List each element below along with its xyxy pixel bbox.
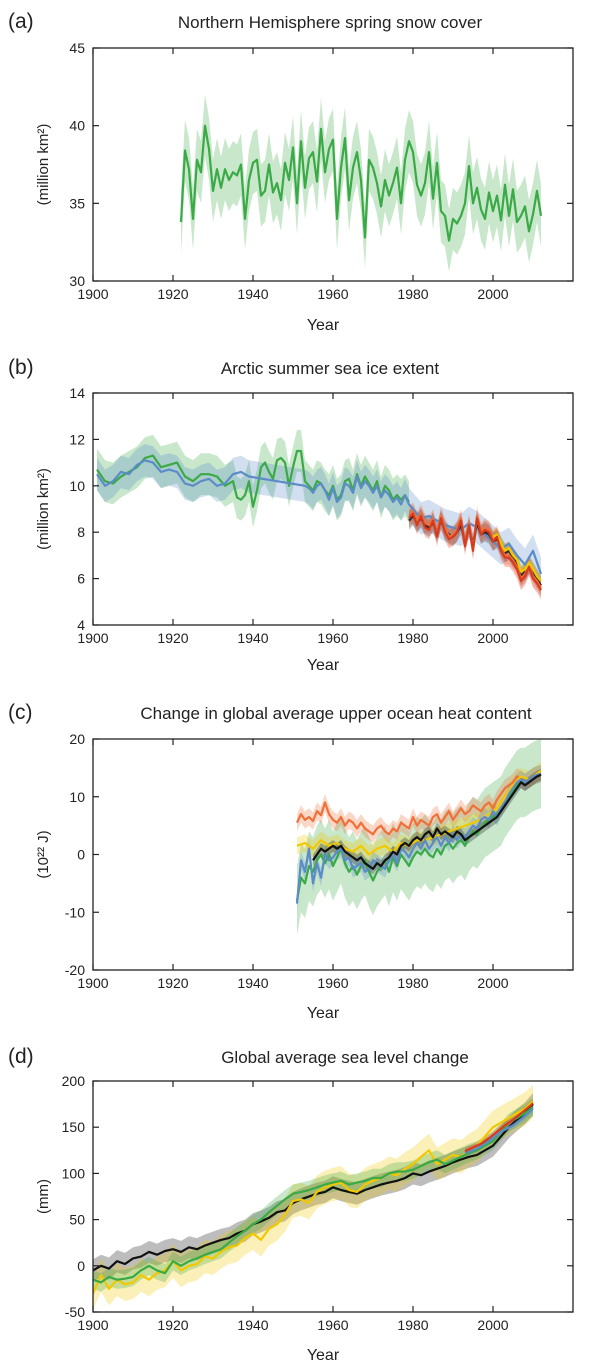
x-axis-label: Year	[307, 1005, 340, 1022]
series-0-line	[179, 124, 543, 242]
series-0-line	[96, 449, 410, 508]
chart-title: Northern Hemisphere spring snow cover	[178, 13, 483, 32]
y-tick-label: 20	[69, 731, 85, 747]
panel-label: (d)	[8, 1045, 34, 1068]
y-tick-label: 6	[77, 571, 85, 587]
x-tick-label: 2000	[477, 286, 508, 302]
series-0-uncertainty-band	[93, 1093, 533, 1282]
chart-title: Arctic summer sea ice extent	[221, 359, 440, 378]
y-tick-label: 0	[77, 847, 85, 863]
panel-b: (b) Arctic summer sea ice extent 1900 1920 1…	[8, 356, 574, 674]
y-tick-label: 12	[69, 431, 85, 447]
panel-label: (a)	[8, 10, 34, 33]
x-tick-label: 1920	[157, 286, 188, 302]
series-1-line	[296, 772, 542, 836]
y-tick-label: 200	[62, 1073, 86, 1089]
y-tick-label: 10	[69, 478, 85, 494]
x-tick-label: 1980	[397, 975, 428, 991]
y-tick-label: 8	[77, 524, 85, 540]
x-tick-label: 1900	[77, 975, 108, 991]
y-axis-label: (million km²)	[35, 468, 52, 550]
y-axis-label: (million km²)	[35, 124, 52, 206]
x-axis-label: Year	[307, 317, 340, 334]
x-tick-label: 1900	[77, 630, 108, 646]
series-2-line	[93, 1106, 534, 1284]
panel-d: (d) Global average sea level change 1900 19…	[8, 1045, 574, 1364]
y-tick-label: 35	[69, 195, 85, 211]
series-0-uncertainty-band	[297, 739, 541, 936]
x-tick-label: 1900	[77, 1317, 108, 1333]
y-tick-label: -50	[65, 1304, 85, 1320]
x-tick-label: 1940	[237, 1317, 268, 1333]
y-tick-label: 4	[77, 617, 85, 633]
x-tick-label: 2000	[477, 630, 508, 646]
panel-label: (c)	[8, 701, 33, 724]
y-tick-label: 14	[69, 385, 85, 401]
y-tick-label: 30	[69, 273, 85, 289]
series-4-uncertainty-band	[313, 769, 541, 875]
x-tick-label: 2000	[477, 1317, 508, 1333]
plot-area	[96, 430, 543, 600]
series-0-uncertainty-band	[97, 430, 409, 528]
y-tick-label: 150	[62, 1119, 86, 1135]
series-2-uncertainty-band	[409, 506, 541, 595]
y-axis-label: (mm)	[35, 1179, 52, 1214]
series-5-line	[408, 512, 542, 591]
y-tick-label: 0	[77, 1258, 85, 1274]
plot-area	[295, 739, 542, 936]
x-axis-label: Year	[307, 657, 340, 674]
panel-c: (c) Change in global average upper ocean …	[8, 701, 574, 1022]
x-tick-label: 1980	[397, 1317, 428, 1333]
plot-area	[179, 94, 543, 272]
series-1-uncertainty-band	[97, 444, 541, 591]
x-tick-label: 1920	[157, 1317, 188, 1333]
panel-a: (a) Northern Hemisphere spring snow cover…	[8, 10, 574, 334]
x-tick-label: 1960	[317, 630, 348, 646]
x-tick-label: 1940	[237, 286, 268, 302]
series-3-line	[295, 772, 542, 904]
panel-label: (b)	[8, 356, 34, 379]
series-4-line	[464, 1102, 534, 1153]
chart-title: Change in global average upper ocean hea…	[140, 704, 532, 723]
plot-frame	[92, 392, 574, 626]
x-axis-label: Year	[307, 1347, 340, 1364]
series-4-line	[492, 533, 542, 582]
series-5-uncertainty-band	[409, 504, 541, 600]
chart-title: Global average sea level change	[221, 1048, 469, 1067]
y-tick-label: -10	[65, 904, 85, 920]
x-tick-label: 2000	[477, 975, 508, 991]
y-tick-label: 100	[62, 1165, 86, 1181]
x-tick-label: 1960	[317, 975, 348, 991]
x-tick-label: 1940	[237, 630, 268, 646]
x-tick-label: 1960	[317, 286, 348, 302]
series-3-line	[464, 1107, 534, 1155]
y-tick-label: 40	[69, 118, 85, 134]
x-tick-label: 1940	[237, 975, 268, 991]
y-tick-label: 50	[69, 1212, 85, 1228]
x-tick-label: 1900	[77, 286, 108, 302]
series-3-uncertainty-band	[409, 502, 541, 598]
x-tick-label: 1920	[157, 630, 188, 646]
x-tick-label: 1920	[157, 975, 188, 991]
x-tick-label: 1980	[397, 630, 428, 646]
y-tick-label: 10	[69, 789, 85, 805]
series-0-line	[93, 1103, 534, 1272]
series-4-line	[312, 773, 542, 871]
plot-area	[93, 1084, 534, 1311]
y-axis-label: (10²² J)	[35, 830, 52, 878]
y-tick-label: 45	[69, 40, 85, 56]
y-tick-label: -20	[65, 962, 85, 978]
x-tick-label: 1980	[397, 286, 428, 302]
series-1-uncertainty-band	[297, 765, 541, 843]
x-tick-label: 1960	[317, 1317, 348, 1333]
series-4-uncertainty-band	[493, 527, 541, 588]
